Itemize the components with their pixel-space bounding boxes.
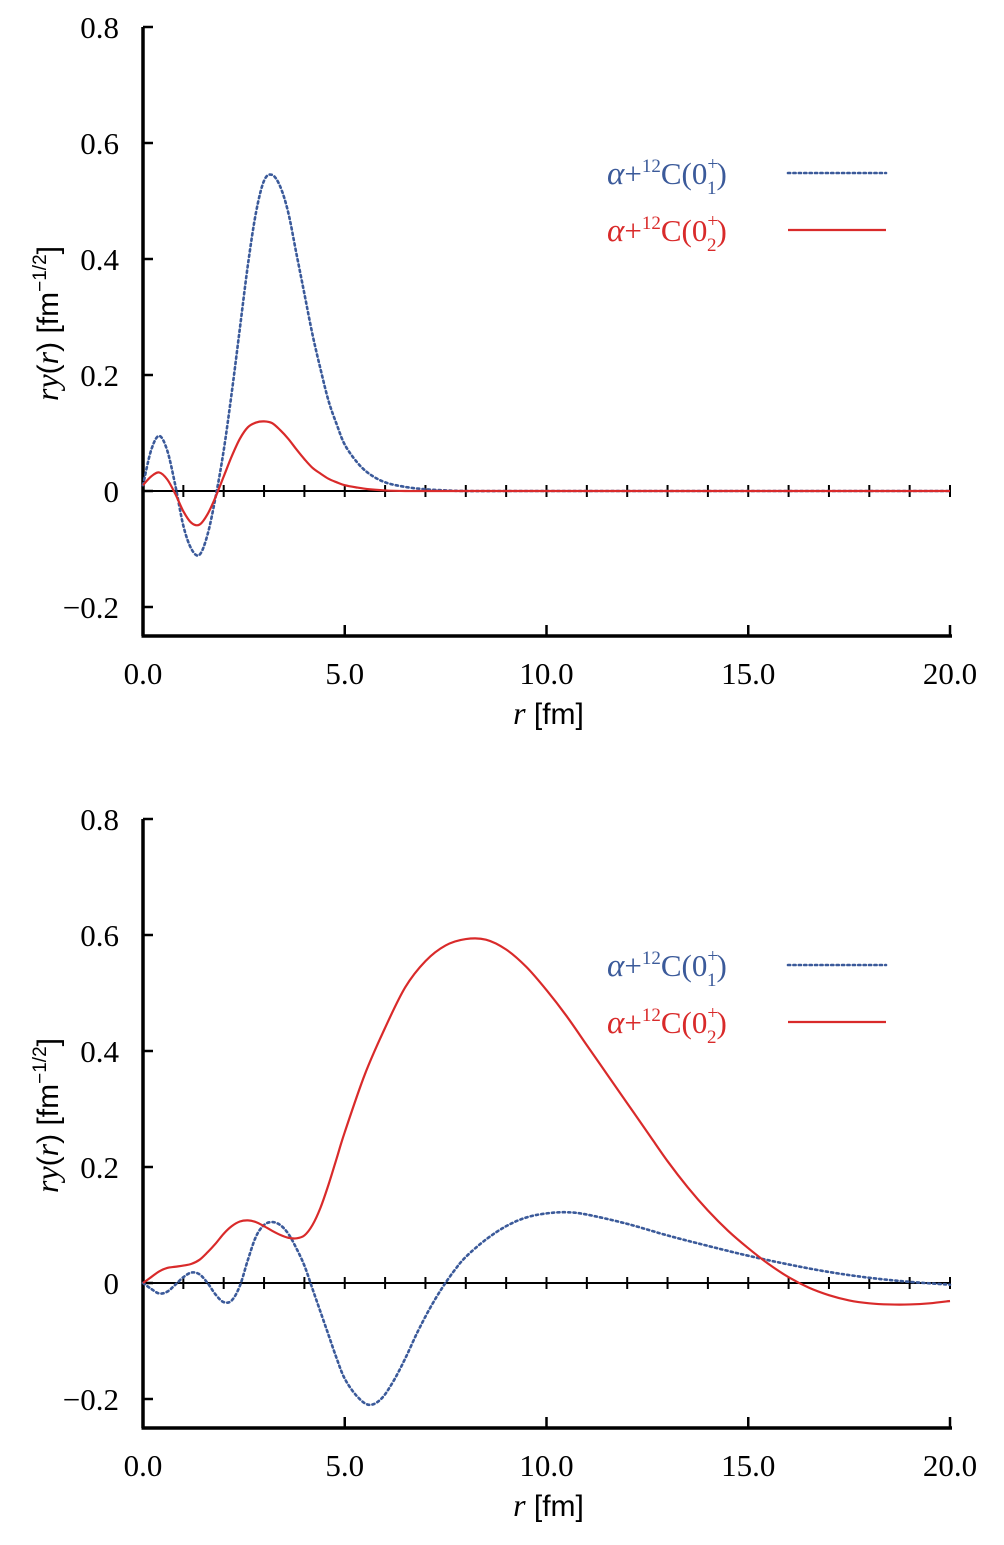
y-tick-label: 0.4 [80,1034,119,1069]
y-axis-title-paren-open: ( [32,1156,65,1166]
legend-close: ) [717,213,727,248]
y-tick-label: 0.8 [80,10,119,45]
legend-plus: + [624,948,641,983]
x-tick-label: 10.0 [519,656,573,691]
y-axis-title: ry(r) [fm−1/2] [29,246,65,401]
legend-label: α+12C(0+ 1) [607,154,727,199]
legend-sup: + [707,154,718,175]
legend-close: ) [717,156,727,191]
x-tick-label: 5.0 [325,656,364,691]
legend-sup: + [707,1003,718,1024]
y-axis-title-paren-close: ) [32,342,65,352]
x-axis-title: r [fm] [513,695,584,731]
series-line-blue-dotted [141,173,952,557]
y-tick-label: 0.2 [80,358,119,393]
y-axis-title-paren-open: ( [32,364,65,374]
legend-sub: 1 [707,178,717,199]
legend-alpha: α [607,948,625,984]
y-tick-label: 0.2 [80,1150,119,1185]
legend-alpha: α [607,213,625,249]
legend-element: C(0 [661,213,708,248]
x-tick-label: 0.0 [124,656,163,691]
legend-sub: 2 [707,235,717,256]
legend-mass-number: 12 [642,1005,661,1026]
y-tick-label: −0.2 [63,590,119,625]
y-tick-label: 0.8 [80,802,119,837]
x-tick-label: 20.0 [923,656,977,691]
y-axis-title-unit-close: ] [32,246,65,254]
legend-plus: + [624,156,641,191]
y-tick-label: 0.4 [80,242,119,277]
x-axis-title-var: r [513,695,526,731]
x-tick-label: 5.0 [325,1448,364,1483]
x-axis-title: r [fm] [513,1487,584,1523]
y-axis-title-unit: [fm [32,292,65,342]
x-tick-label: 15.0 [721,656,775,691]
legend-mass-number: 12 [642,156,661,177]
legend-element: C(0 [661,156,708,191]
y-axis-title-y: y [29,1166,65,1184]
y-axis-title-arg: r [29,351,65,364]
legend-sup: + [707,211,718,232]
y-tick-label: 0.6 [80,126,119,161]
y-axis-title-y: y [29,374,65,392]
x-tick-label: 20.0 [923,1448,977,1483]
legend-label: α+12C(0+ 1) [607,946,727,991]
y-axis-title-paren-close: ) [32,1134,65,1144]
y-axis-title: ry(r) [fm−1/2] [29,1038,65,1193]
x-axis-title-var: r [513,1487,526,1523]
y-tick-label: 0 [104,474,120,509]
legend-element: C(0 [661,1005,708,1040]
x-axis-title-unit: [fm] [526,698,584,731]
legend-plus: + [624,1005,641,1040]
legend-alpha: α [607,156,625,192]
x-tick-label: 15.0 [721,1448,775,1483]
x-tick-label: 0.0 [124,1448,163,1483]
legend-sub: 1 [707,970,717,991]
y-axis-title-r: r [29,1180,65,1193]
legend-plus: + [624,213,641,248]
chart-top: −0.2 0 0.2 0.4 0.6 0.8 0.0 5.0 10.0 15.0 20.0 r [fm… [29,10,977,731]
y-axis-title-r: r [29,388,65,401]
y-axis-title-arg: r [29,1143,65,1156]
y-tick-label: −0.2 [63,1382,119,1417]
legend-label: α+12C(0+ 2) [607,211,727,256]
y-axis-title-unit-exp: −1/2 [30,1046,51,1084]
legend-alpha: α [607,1005,625,1041]
y-axis-title-unit-exp: −1/2 [30,254,51,292]
series-line-blue-dotted [141,1210,952,1407]
legend-label: α+12C(0+ 2) [607,1003,727,1048]
legend-mass-number: 12 [642,948,661,969]
series-line-red-solid [142,420,950,527]
legend-mass-number: 12 [642,213,661,234]
chart-bottom: −0.2 0 0.2 0.4 0.6 0.8 0.0 5.0 10.0 15.0 20.0 r [fm… [29,802,977,1523]
y-tick-label: 0.6 [80,918,119,953]
series-line-red-solid [142,937,951,1306]
y-axis-title-unit: [fm [32,1084,65,1134]
legend-element: C(0 [661,948,708,983]
x-axis-title-unit: [fm] [526,1490,584,1523]
y-axis-title-unit-close: ] [32,1038,65,1046]
legend-close: ) [717,948,727,983]
legend-sub: 2 [707,1027,717,1048]
legend-sup: + [707,946,718,967]
legend-close: ) [717,1005,727,1040]
x-tick-label: 10.0 [519,1448,573,1483]
y-tick-label: 0 [104,1266,120,1301]
